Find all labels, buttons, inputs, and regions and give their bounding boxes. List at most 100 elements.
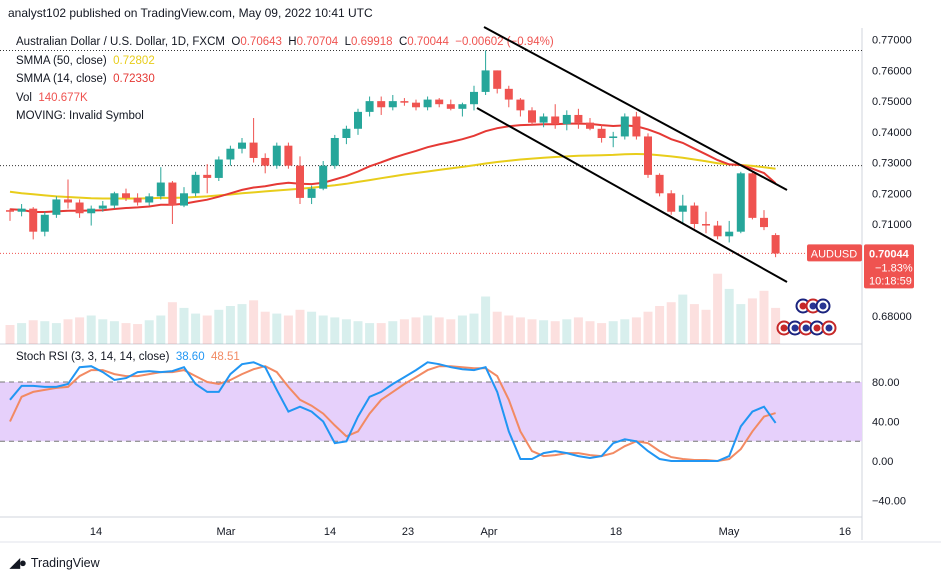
candle-body [261, 157, 270, 166]
volume-bar [144, 320, 154, 344]
candle-body [539, 116, 548, 123]
volume-bar [666, 302, 676, 344]
volume-bar [249, 300, 259, 344]
volume-bar [75, 317, 85, 344]
volume-bar [492, 311, 502, 344]
ohlc-close: 0.70044 [407, 36, 449, 48]
symbol-ohlc-row[interactable]: Australian Dollar / U.S. Dollar, 1D, FXC… [16, 33, 554, 52]
price-tick-label: 0.77000 [872, 35, 912, 47]
volume-bar [608, 321, 618, 344]
ohlc-low-label: L [344, 36, 351, 48]
candle-body [470, 91, 478, 105]
event-flag-core [813, 324, 821, 332]
lower-trendline[interactable] [476, 107, 788, 283]
candle-body [122, 193, 130, 198]
candle-body [690, 205, 699, 225]
tradingview-footer[interactable]: ◢● TradingView [10, 555, 100, 571]
smma14-label: SMMA (14, close) [16, 73, 107, 85]
volume-bar [736, 304, 746, 344]
price-tick-label: 0.74000 [872, 127, 912, 139]
candle-body [272, 145, 281, 166]
smma14-row[interactable]: SMMA (14, close) 0.72330 [16, 70, 554, 89]
volume-bar [202, 315, 212, 344]
candle-body [52, 199, 61, 215]
volume-bar [283, 315, 293, 344]
volume-bar [434, 317, 444, 344]
volume-bar [713, 273, 723, 344]
candle-body [620, 116, 629, 137]
volume-bar [295, 309, 305, 344]
time-tick-label: 23 [402, 526, 414, 538]
volume-bar [167, 302, 177, 344]
volume-bar [562, 319, 572, 344]
candle-body [284, 145, 293, 166]
volume-bar [759, 290, 769, 344]
volume-bar [411, 317, 421, 344]
candle-body [87, 208, 96, 214]
volume-bar [225, 306, 235, 344]
event-flag-core [791, 324, 799, 332]
candle-body [748, 173, 757, 218]
candle-body [145, 196, 154, 203]
stoch-rsi-legend[interactable]: Stoch RSI (3, 3, 14, 14, close) 38.60 48… [16, 351, 240, 363]
price-tick-label: 0.76000 [872, 65, 912, 77]
volume-bar [481, 296, 491, 344]
volume-bar [179, 307, 189, 344]
volume-bar [771, 307, 781, 344]
volume-bar [678, 294, 688, 344]
candle-body [307, 188, 316, 198]
volume-bar [191, 313, 201, 344]
ohlc-low: 0.69918 [350, 36, 393, 48]
candle-body [29, 208, 38, 232]
smma50-row[interactable]: SMMA (50, close) 0.72802 [16, 52, 554, 71]
volume-bar [631, 317, 641, 344]
chart-legend: Australian Dollar / U.S. Dollar, 1D, FXC… [16, 33, 554, 126]
volume-bar [330, 317, 340, 344]
candle-body [435, 99, 444, 105]
price-tag-countdown: 10:18:59 [869, 275, 912, 287]
volume-bar [724, 288, 734, 344]
volume-bar [98, 319, 108, 344]
candle-body [678, 205, 687, 212]
volume-bar [585, 321, 595, 344]
volume-bar [5, 325, 15, 344]
volume-bar [156, 315, 166, 344]
volume-bar [515, 317, 525, 344]
volume-bar [701, 309, 711, 344]
volume-row[interactable]: Vol 140.677K [16, 89, 554, 108]
moving-row[interactable]: MOVING: Invalid Symbol [16, 107, 554, 126]
volume-bar [747, 298, 757, 344]
candle-body [493, 70, 502, 89]
candle-body [702, 224, 710, 226]
candle-body [551, 116, 560, 125]
candle-body [713, 225, 722, 237]
volume-bar [260, 311, 270, 344]
ohlc-open-label: O [231, 36, 241, 48]
volume-bar [40, 321, 50, 344]
volume-bar [341, 319, 351, 344]
stoch-d-line [9, 365, 776, 463]
candle-body [655, 174, 664, 194]
candle-body [156, 182, 165, 197]
volume-label: Vol [16, 91, 32, 104]
price-tick-label: 0.71000 [872, 219, 912, 231]
candle-body [609, 136, 618, 138]
volume-bar [655, 306, 665, 344]
time-tick-label: 14 [324, 526, 336, 538]
volume-bar [550, 321, 560, 344]
volume-bar [446, 319, 456, 344]
upper-trendline[interactable] [483, 26, 788, 191]
ohlc-change: −0.00602 (−0.94%) [455, 36, 554, 48]
stoch-tick-label: 0.00 [872, 456, 893, 468]
smma50-label: SMMA (50, close) [16, 54, 107, 67]
volume-bar [63, 319, 73, 344]
candle-body [365, 101, 374, 112]
candle-body [412, 102, 420, 108]
volume-bar [457, 315, 467, 344]
candle-body [760, 217, 768, 228]
volume-bar [643, 311, 653, 344]
price-tick-label: 0.68000 [872, 311, 912, 323]
event-flag-core [825, 324, 833, 332]
candle-body [736, 173, 745, 232]
